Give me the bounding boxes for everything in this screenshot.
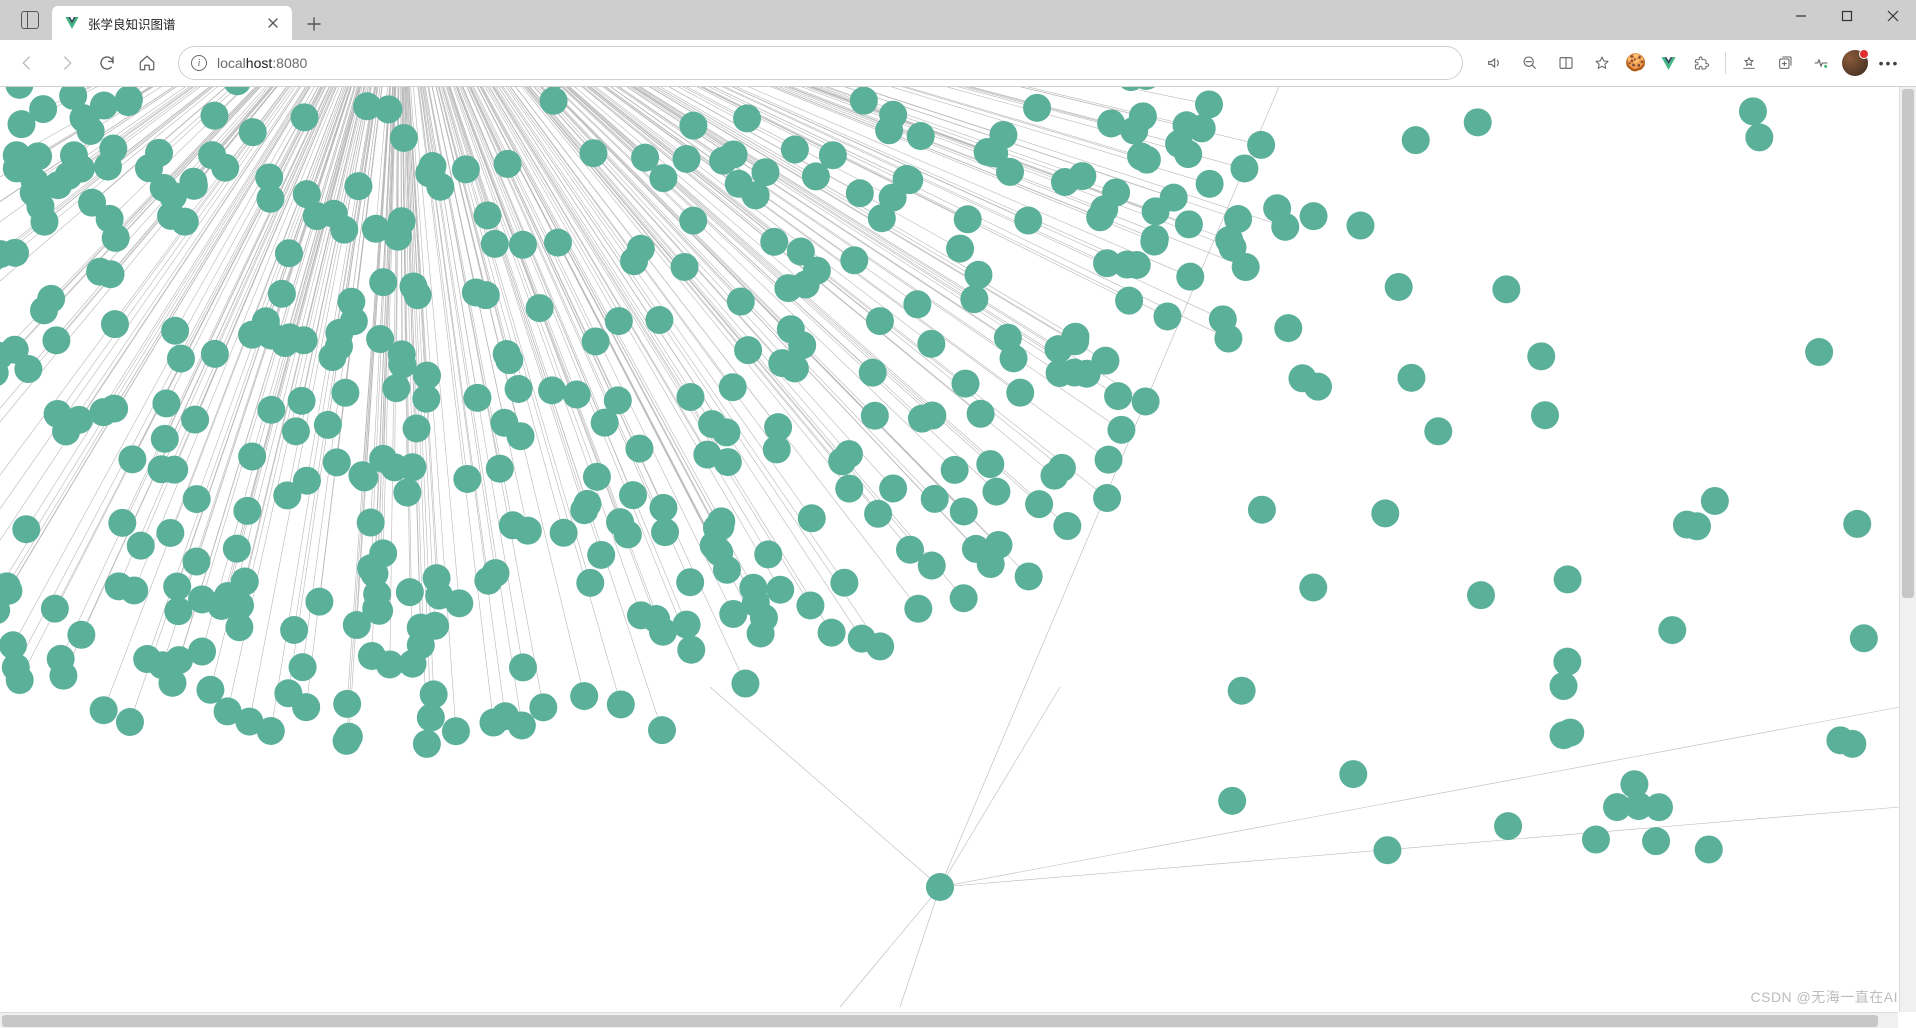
window-controls: [1778, 0, 1916, 40]
plus-icon: [307, 17, 321, 31]
address-bar[interactable]: i localhost:8080: [178, 46, 1463, 80]
performance-button[interactable]: [1804, 46, 1838, 80]
read-aloud-icon: [1486, 55, 1502, 71]
star-list-icon: [1741, 55, 1757, 71]
star-icon: [1594, 55, 1610, 71]
collections-icon: [1777, 55, 1793, 71]
url-display: localhost:8080: [217, 55, 307, 71]
tab-strip: 张学良知识图谱: [0, 0, 1916, 40]
refresh-button[interactable]: [90, 46, 124, 80]
tab-actions-button[interactable]: [8, 0, 52, 40]
page-viewport: CSDN @无海一直在AI: [0, 87, 1916, 1028]
home-icon: [138, 54, 156, 72]
graph-edges: [0, 87, 1900, 1007]
cookie-icon: 🍪: [1625, 53, 1646, 73]
window-close-button[interactable]: [1870, 0, 1916, 32]
forward-button[interactable]: [50, 46, 84, 80]
url-host-prefix: local: [217, 55, 246, 71]
split-screen-button[interactable]: [1549, 46, 1583, 80]
vertical-scrollbar[interactable]: [1899, 87, 1916, 1012]
url-host-strong: host: [246, 55, 272, 71]
read-aloud-button[interactable]: [1477, 46, 1511, 80]
zoom-button[interactable]: [1513, 46, 1547, 80]
browser-tab[interactable]: 张学良知识图谱: [52, 6, 292, 40]
panel-icon: [21, 11, 39, 29]
back-button[interactable]: [10, 46, 44, 80]
close-icon: [1887, 10, 1899, 22]
horizontal-scrollbar[interactable]: [0, 1012, 1898, 1028]
arrow-left-icon: [18, 54, 36, 72]
settings-menu-button[interactable]: •••: [1872, 46, 1906, 80]
minimize-icon: [1795, 10, 1807, 22]
favorites-list-button[interactable]: [1732, 46, 1766, 80]
scrollbar-thumb[interactable]: [2, 1015, 1878, 1027]
toolbar-divider: [1725, 52, 1726, 74]
extension-cookie-button[interactable]: 🍪: [1621, 48, 1651, 78]
maximize-icon: [1841, 10, 1853, 22]
knowledge-graph[interactable]: [0, 87, 1916, 1028]
zoom-out-icon: [1522, 55, 1538, 71]
scrollbar-thumb[interactable]: [1902, 89, 1914, 598]
home-button[interactable]: [130, 46, 164, 80]
arrow-right-icon: [58, 54, 76, 72]
vue-favicon: [64, 15, 80, 31]
browser-toolbar: i localhost:8080 🍪 •••: [0, 40, 1916, 86]
graph-nodes[interactable]: [0, 87, 1878, 901]
puzzle-icon: [1694, 55, 1710, 71]
browser-chrome: 张学良知识图谱 i localhost:8080: [0, 0, 1916, 87]
tab-close-button[interactable]: [264, 14, 282, 32]
tab-title: 张学良知识图谱: [88, 14, 256, 33]
favorite-button[interactable]: [1585, 46, 1619, 80]
site-info-icon[interactable]: i: [191, 55, 207, 71]
extension-vue-button[interactable]: [1653, 48, 1683, 78]
split-icon: [1558, 55, 1574, 71]
heartbeat-icon: [1813, 55, 1829, 71]
window-maximize-button[interactable]: [1824, 0, 1870, 32]
avatar-icon: [1842, 50, 1868, 76]
url-port: :8080: [272, 55, 307, 71]
extensions-button[interactable]: [1685, 46, 1719, 80]
profile-button[interactable]: [1840, 48, 1870, 78]
window-minimize-button[interactable]: [1778, 0, 1824, 32]
toolbar-right: 🍪 •••: [1477, 46, 1906, 80]
more-icon: •••: [1879, 55, 1900, 71]
collections-button[interactable]: [1768, 46, 1802, 80]
vue-icon: [1660, 55, 1677, 72]
refresh-icon: [98, 54, 116, 72]
close-icon: [268, 18, 278, 28]
new-tab-button[interactable]: [298, 8, 330, 40]
